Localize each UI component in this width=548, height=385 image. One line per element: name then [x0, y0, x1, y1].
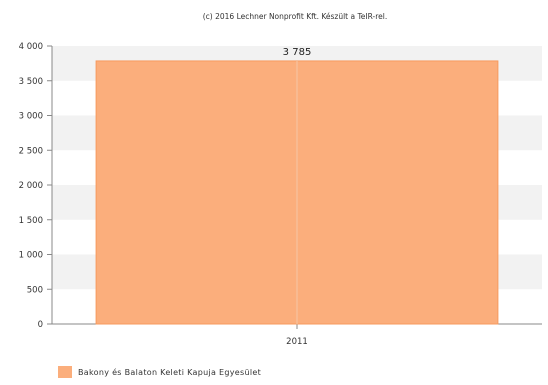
bars — [95, 60, 499, 325]
y-tick-label: 4 000 — [19, 42, 43, 52]
y-tick-label: 0 — [38, 320, 43, 330]
chart-title: (c) 2016 Lechner Nonprofit Kft. Készült … — [203, 12, 388, 21]
y-tick-label: 1 000 — [19, 251, 43, 261]
x-axis: 2011 — [52, 323, 542, 347]
legend-label-series-1: Bakony és Balaton Keleti Kapuja Egyesüle… — [78, 367, 262, 377]
y-tick-label: 3 000 — [19, 112, 43, 122]
legend-swatch — [58, 366, 72, 378]
y-tick-label: 1 500 — [19, 216, 43, 226]
x-tick-label: 2011 — [286, 337, 308, 347]
y-tick-label: 3 500 — [19, 77, 43, 87]
y-axis: 0 500 1 000 1 500 2 000 2 500 3 000 3 500 4 000 — [19, 42, 53, 330]
y-tick-label: 500 — [27, 285, 43, 295]
data-label: 3 785 — [283, 47, 312, 58]
y-tick-label: 2 000 — [19, 181, 43, 191]
data-labels: 3 785 — [283, 47, 312, 58]
y-tick-label: 2 500 — [19, 146, 43, 156]
legend: Bakony és Balaton Keleti Kapuja Egyesüle… — [58, 366, 261, 378]
